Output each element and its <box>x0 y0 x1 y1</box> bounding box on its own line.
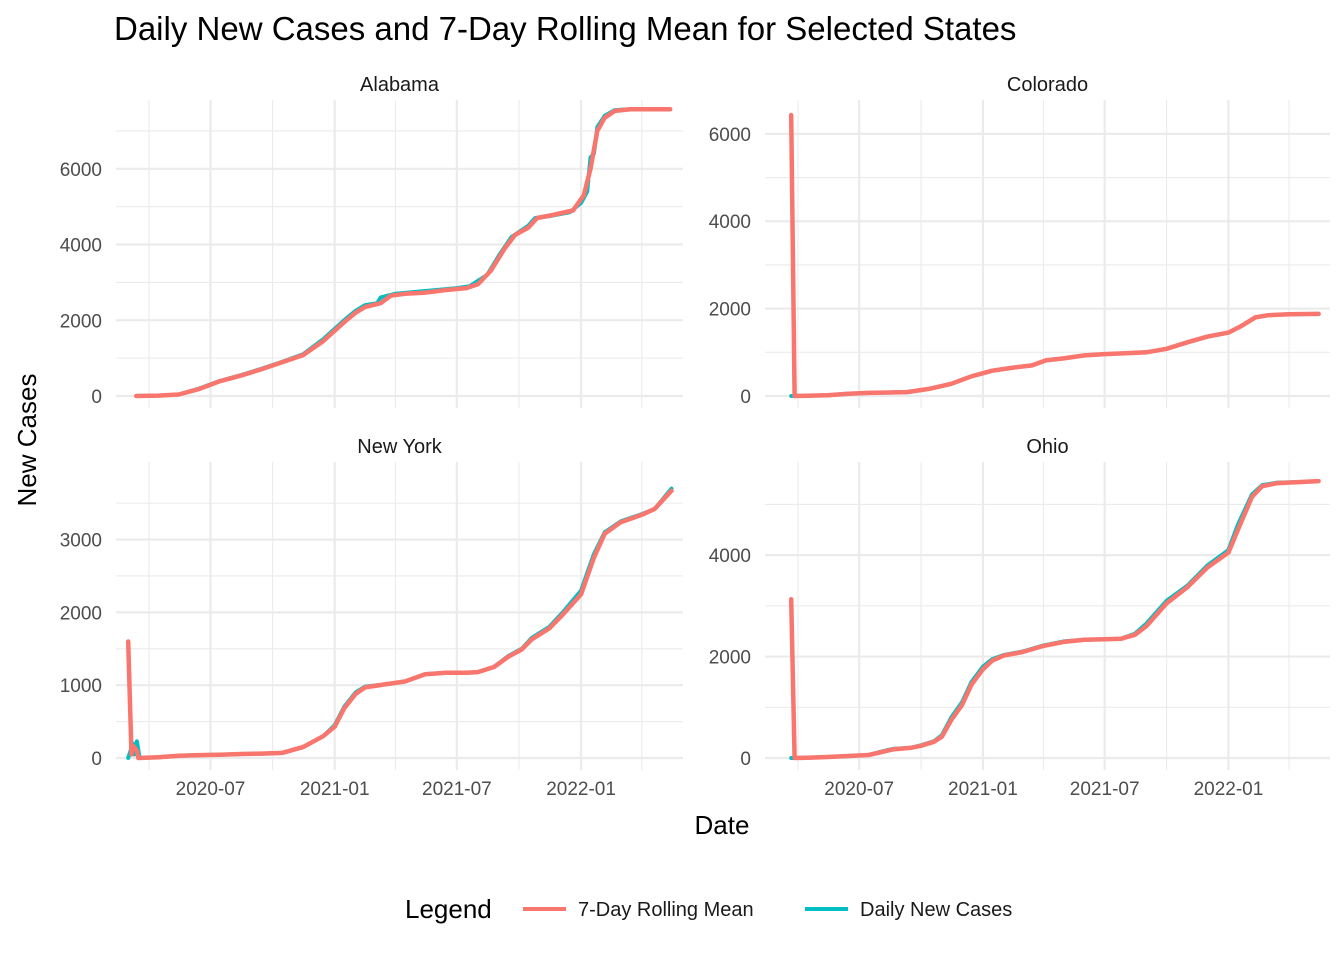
x-tick-label: 2021-07 <box>1070 779 1140 800</box>
x-tick-label: 2021-07 <box>422 779 492 800</box>
y-tick-label: 0 <box>740 749 751 770</box>
y-tick-label: 2000 <box>60 603 102 624</box>
x-tick-label: 2020-07 <box>824 779 894 800</box>
legend: Legend 7-Day Rolling Mean Daily New Case… <box>405 894 1012 924</box>
chart-title: Daily New Cases and 7-Day Rolling Mean f… <box>114 10 1016 47</box>
y-tick-label: 0 <box>91 749 102 770</box>
facet-label-new-york: New York <box>357 436 442 458</box>
panel-ohio: 0 2000 4000 2020-07 2021-01 2021-07 2022-01 Ohi… <box>709 436 1330 800</box>
y-tick-label: 4000 <box>709 212 751 233</box>
y-tick-label: 6000 <box>60 160 102 181</box>
facet-label-ohio: Ohio <box>1026 436 1068 458</box>
legend-label-daily-new-cases: Daily New Cases <box>860 899 1012 921</box>
y-tick-label: 2000 <box>709 648 751 669</box>
facet-panels: 0 2000 4000 6000 Alabama 0 2000 4000 6000 Colorad… <box>60 74 1330 800</box>
y-tick-label: 2000 <box>709 300 751 321</box>
y-tick-label: 4000 <box>60 236 102 257</box>
y-axis-title: New Cases <box>12 374 42 507</box>
y-tick-label: 1000 <box>60 676 102 697</box>
series-7-day-rolling-mean-colorado <box>788 112 1321 399</box>
x-tick-label: 2022-01 <box>1194 779 1264 800</box>
series-7-day-rolling-mean-new-york <box>125 488 674 761</box>
x-tick-label: 2021-01 <box>300 779 370 800</box>
x-tick-label: 2021-01 <box>948 779 1018 800</box>
series-daily-new-cases-alabama <box>134 107 673 398</box>
y-tick-label: 2000 <box>60 311 102 332</box>
panel-colorado: 0 2000 4000 6000 Colorado <box>709 74 1330 408</box>
y-tick-label: 0 <box>91 387 102 408</box>
panel-alabama: 0 2000 4000 6000 Alabama <box>60 74 683 408</box>
y-tick-label: 4000 <box>709 546 751 567</box>
y-tick-label: 0 <box>740 387 751 408</box>
legend-label-rolling-mean: 7-Day Rolling Mean <box>578 899 754 921</box>
series-7-day-rolling-mean-alabama <box>134 107 673 399</box>
x-tick-label: 2020-07 <box>176 779 246 800</box>
y-tick-label: 3000 <box>60 531 102 552</box>
x-tick-label: 2022-01 <box>546 779 616 800</box>
facet-label-colorado: Colorado <box>1007 74 1088 96</box>
y-tick-label: 6000 <box>709 125 751 146</box>
x-axis-title: Date <box>695 810 750 840</box>
legend-title: Legend <box>405 894 492 924</box>
series-7-day-rolling-mean-ohio <box>788 478 1321 761</box>
facet-label-alabama: Alabama <box>360 74 440 96</box>
panel-new-york: 0 1000 2000 3000 2020-07 2021-01 2021-07 2022-0… <box>60 436 683 800</box>
